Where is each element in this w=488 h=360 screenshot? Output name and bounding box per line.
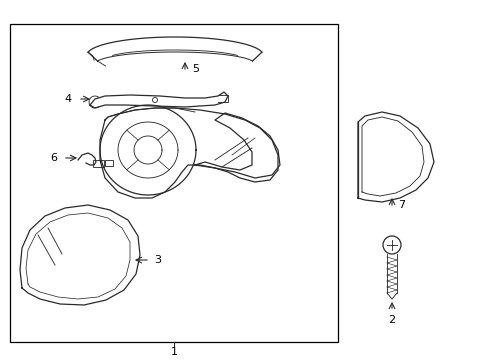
- Bar: [105, 160, 113, 166]
- Text: 3: 3: [154, 255, 161, 265]
- Text: 5: 5: [192, 64, 199, 74]
- Bar: [93, 160, 104, 167]
- Bar: [10, 24, 337, 342]
- Text: 2: 2: [387, 315, 395, 325]
- Text: 1: 1: [170, 347, 177, 357]
- Text: 4: 4: [65, 94, 72, 104]
- Text: 6: 6: [50, 153, 57, 163]
- Text: 7: 7: [397, 200, 404, 210]
